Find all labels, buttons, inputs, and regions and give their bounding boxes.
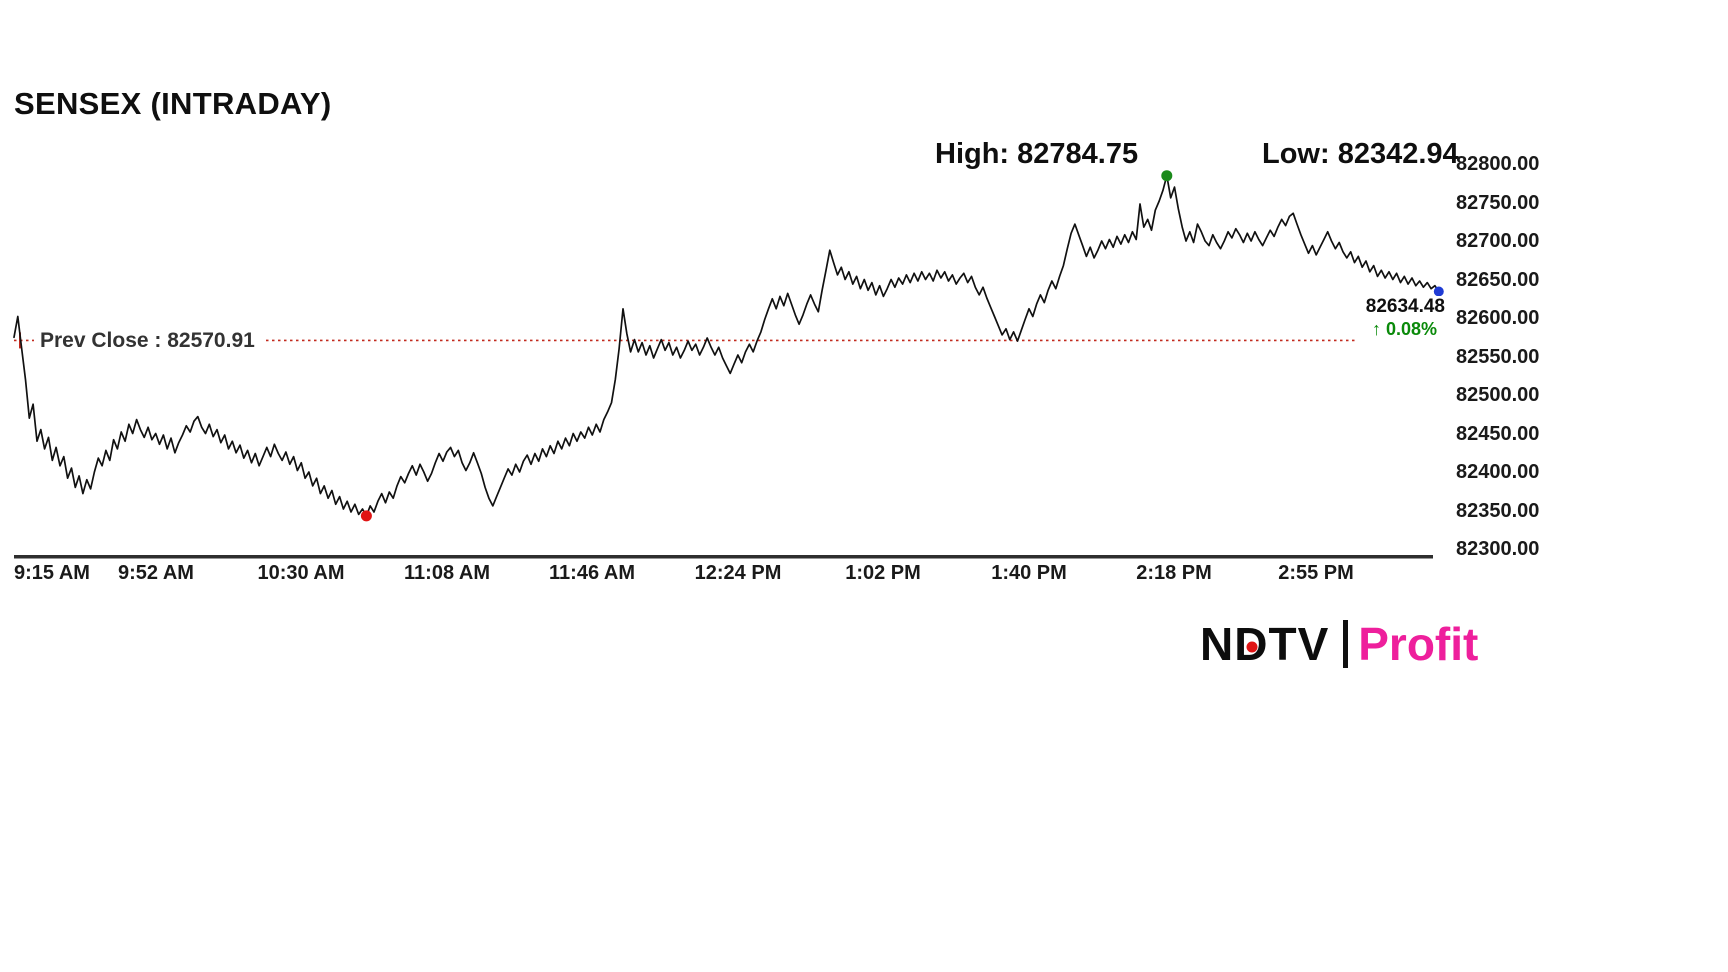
y-axis-tick-label: 82550.00 xyxy=(1456,346,1540,368)
ndtv-profit-logo: NDTV Profit xyxy=(1200,618,1478,670)
y-axis-tick-label: 82450.00 xyxy=(1456,423,1540,445)
y-axis-tick-label: 82600.00 xyxy=(1456,307,1540,329)
x-axis-tick-label: 1:40 PM xyxy=(991,562,1067,584)
last-point-dot xyxy=(1433,286,1444,297)
x-axis-tick-label: 10:30 AM xyxy=(257,562,345,584)
y-axis-tick-label: 82750.00 xyxy=(1456,192,1540,214)
x-axis-tick-label: 12:24 PM xyxy=(694,562,782,584)
chart-title: SENSEX (INTRADAY) xyxy=(14,86,332,121)
x-axis-tick-label: 1:02 PM xyxy=(845,562,921,584)
ndtv-letter-d: D xyxy=(1234,618,1268,670)
high-value-label: High: 82784.75 xyxy=(935,138,1139,170)
last-price-label: 82634.48 xyxy=(1353,296,1445,318)
low-value-label: Low: 82342.94 xyxy=(1262,138,1459,170)
change-percent-label: ↑ 0.08% xyxy=(1371,319,1437,339)
y-axis-tick-label: 82500.00 xyxy=(1456,384,1540,406)
ndtv-wordmark: NDTV xyxy=(1200,618,1329,670)
low-point-dot xyxy=(360,510,372,522)
x-axis-baseline xyxy=(14,555,1433,559)
x-axis-tick-label: 9:15 AM xyxy=(14,562,90,584)
high-point-dot xyxy=(1161,170,1173,182)
y-axis-tick-label: 82700.00 xyxy=(1456,230,1540,252)
x-axis-tick-label: 11:08 AM xyxy=(404,562,490,584)
x-axis-tick-label: 2:18 PM xyxy=(1136,562,1212,584)
y-axis-tick-label: 82300.00 xyxy=(1456,538,1540,560)
ndtv-red-dot-icon xyxy=(1246,641,1258,653)
y-axis-tick-label: 82350.00 xyxy=(1456,500,1540,522)
ndtv-letter-n: N xyxy=(1200,618,1235,670)
y-axis-tick-label: 82650.00 xyxy=(1456,269,1540,291)
prev-close-label: Prev Close : 82570.91 xyxy=(34,328,265,354)
profit-wordmark: Profit xyxy=(1358,618,1479,670)
y-axis-tick-label: 82800.00 xyxy=(1456,153,1540,175)
ndtv-letters-tv: TV xyxy=(1268,618,1330,670)
y-axis-tick-label: 82400.00 xyxy=(1456,461,1540,483)
x-axis-tick-label: 9:52 AM xyxy=(118,562,194,584)
logo-separator-bar xyxy=(1343,620,1349,668)
x-axis-tick-label: 11:46 AM xyxy=(549,562,635,584)
x-axis-tick-label: 2:55 PM xyxy=(1278,562,1354,584)
